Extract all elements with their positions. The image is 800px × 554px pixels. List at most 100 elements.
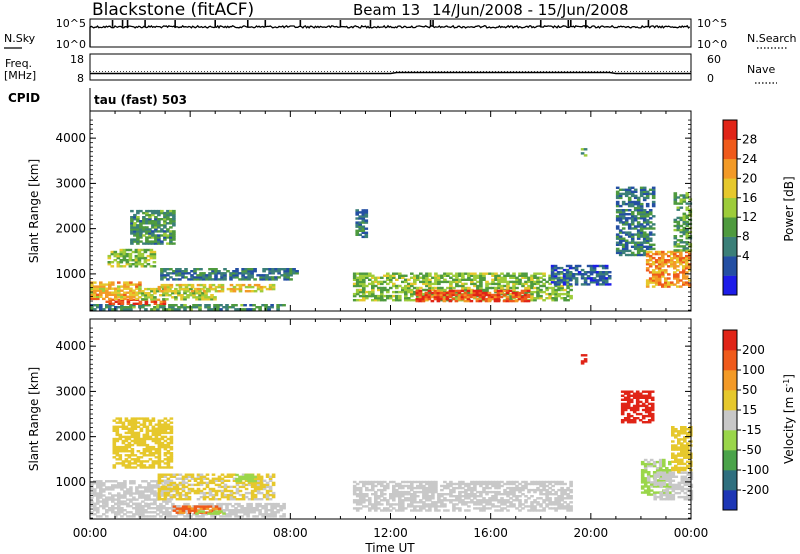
echo-cell xyxy=(506,509,510,512)
echo-cell xyxy=(166,272,170,275)
echo-cell xyxy=(452,499,456,502)
echo-cell xyxy=(122,250,127,254)
echo-cell xyxy=(271,287,276,291)
echo-cell xyxy=(638,404,643,408)
echo-cell xyxy=(253,268,257,271)
echo-cell xyxy=(646,485,651,488)
echo-cell xyxy=(286,268,290,271)
echo-cell xyxy=(184,287,189,291)
echo-cell xyxy=(467,286,471,290)
echo-cell xyxy=(505,291,510,295)
echo-cell xyxy=(461,272,465,275)
echo-cell xyxy=(644,408,649,412)
echo-cell xyxy=(160,487,165,491)
echo-cell xyxy=(358,507,363,510)
echo-cell xyxy=(425,480,429,484)
echo-cell xyxy=(476,507,480,510)
echo-cell xyxy=(452,486,456,490)
echo-cell xyxy=(676,259,680,262)
echo-cell xyxy=(449,482,453,486)
echo-cell xyxy=(410,509,414,512)
echo-cell xyxy=(153,494,157,497)
echo-cell xyxy=(550,266,555,270)
echo-cell xyxy=(111,281,115,284)
echo-cell xyxy=(461,284,465,288)
echo-cell xyxy=(208,505,213,508)
echo-cell xyxy=(554,290,558,294)
echo-cell xyxy=(512,493,516,496)
echo-cell xyxy=(624,209,629,212)
echo-cell xyxy=(124,448,129,451)
echo-cell xyxy=(443,480,447,484)
echo-cell xyxy=(577,271,582,274)
echo-cell xyxy=(150,480,154,483)
echo-cell xyxy=(473,497,477,500)
echo-cell xyxy=(458,280,462,284)
echo-cell xyxy=(509,497,513,500)
echo-cell xyxy=(148,419,153,422)
echo-cell xyxy=(172,234,176,237)
echo-cell xyxy=(428,274,432,277)
echo-cell xyxy=(225,502,229,506)
echo-cell xyxy=(362,493,366,496)
echo-cell xyxy=(679,245,684,248)
echo-cell xyxy=(475,293,480,297)
echo-cell xyxy=(523,299,528,303)
echo-cell xyxy=(374,499,378,502)
echo-cell xyxy=(195,306,199,309)
echo-cell xyxy=(154,452,159,455)
echo-cell xyxy=(146,259,151,262)
echo-cell xyxy=(116,263,121,266)
echo-cell xyxy=(96,297,100,301)
echo-cell xyxy=(395,488,399,492)
echo-cell xyxy=(642,221,647,224)
echo-cell xyxy=(662,471,667,474)
echo-cell xyxy=(592,268,597,272)
echo-cell xyxy=(671,430,675,433)
echo-cell xyxy=(566,509,570,512)
echo-cell xyxy=(134,265,139,268)
echo-cell xyxy=(187,489,192,493)
echo-cell xyxy=(169,466,174,469)
echo-cell xyxy=(141,490,145,493)
echo-cell xyxy=(624,192,629,196)
echo-cell xyxy=(494,499,498,502)
echo-cell xyxy=(674,446,678,449)
echo-cell xyxy=(151,222,155,225)
echo-cell xyxy=(99,492,103,495)
echo-cell xyxy=(358,215,362,218)
echo-cell xyxy=(574,273,579,276)
echo-cell xyxy=(548,278,552,281)
echo-cell xyxy=(139,439,144,443)
echo-cell xyxy=(533,501,537,504)
echo-cell xyxy=(618,251,623,255)
echo-cell xyxy=(141,507,145,510)
echo-cell xyxy=(249,507,253,510)
echo-cell xyxy=(633,253,638,257)
echo-cell xyxy=(282,304,286,307)
echo-cell xyxy=(229,485,234,489)
echo-cell xyxy=(154,211,158,215)
echo-cell xyxy=(645,211,650,214)
echo-cell xyxy=(509,292,513,296)
echo-cell xyxy=(160,228,164,231)
echo-cell xyxy=(655,469,660,472)
echo-cell xyxy=(136,431,141,435)
echo-cell xyxy=(398,505,402,508)
echo-cell xyxy=(470,280,474,284)
echo-cell xyxy=(651,275,656,278)
echo-cell xyxy=(437,276,441,279)
echo-cell xyxy=(141,496,145,499)
echo-cell xyxy=(649,483,654,486)
echo-cell xyxy=(680,475,685,478)
echo-cell xyxy=(586,264,591,268)
echo-cell xyxy=(211,272,215,275)
echo-cell xyxy=(362,297,366,300)
echo-cell xyxy=(557,482,561,486)
echo-cell xyxy=(674,430,678,433)
echo-cell xyxy=(550,271,555,274)
echo-cell xyxy=(380,290,384,294)
echo-cell xyxy=(195,304,199,307)
echo-cell xyxy=(362,280,366,284)
echo-cell xyxy=(371,503,375,506)
